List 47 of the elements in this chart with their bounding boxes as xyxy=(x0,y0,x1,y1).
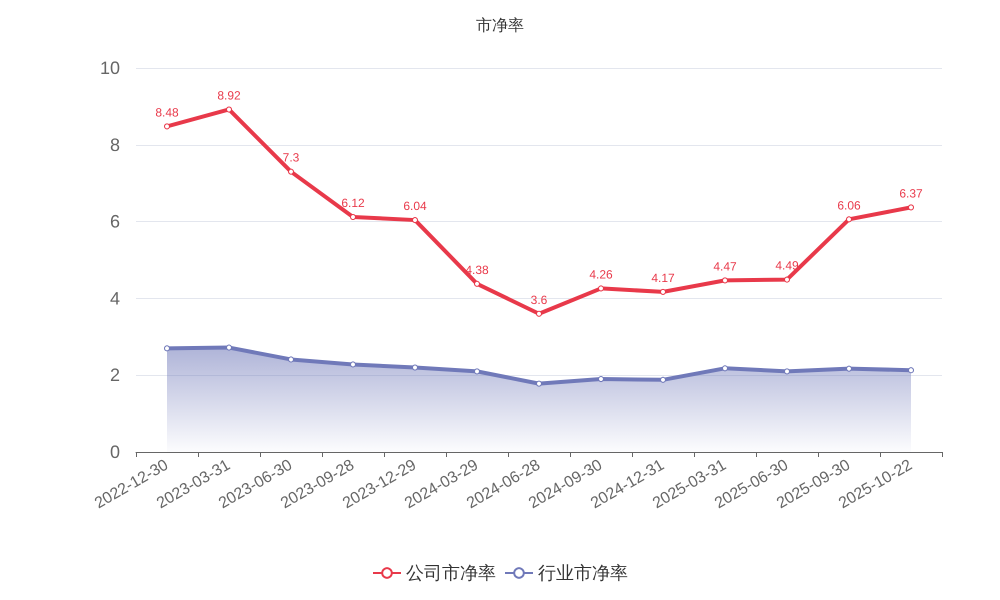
point xyxy=(474,280,480,287)
point xyxy=(846,216,852,222)
point xyxy=(474,368,480,374)
point xyxy=(784,276,790,283)
y-tick-label: 0 xyxy=(110,442,120,462)
point xyxy=(908,204,914,210)
data-label: 8.48 xyxy=(155,105,179,120)
data-label: 4.26 xyxy=(589,267,613,282)
point xyxy=(908,367,914,374)
legend-label: 公司市净率 xyxy=(406,563,496,583)
point xyxy=(350,361,356,368)
point xyxy=(350,214,356,220)
point xyxy=(288,168,294,175)
point xyxy=(722,365,728,372)
data-label: 4.38 xyxy=(465,262,489,277)
point xyxy=(598,376,604,382)
point xyxy=(226,344,232,351)
point xyxy=(660,288,666,295)
point xyxy=(722,277,728,284)
data-label: 3.6 xyxy=(530,292,548,307)
point xyxy=(598,285,604,292)
point xyxy=(164,123,170,130)
point xyxy=(784,368,790,374)
y-tick-label: 6 xyxy=(110,212,120,232)
data-label: 7.3 xyxy=(282,150,300,165)
point xyxy=(226,106,232,112)
y-tick-label: 4 xyxy=(110,288,120,308)
data-label: 4.47 xyxy=(713,259,737,274)
point xyxy=(536,310,542,317)
data-label: 6.37 xyxy=(899,186,923,200)
point xyxy=(412,217,418,224)
point xyxy=(846,366,852,372)
data-label: 4.17 xyxy=(651,270,675,285)
data-label: 6.06 xyxy=(837,198,861,212)
point xyxy=(164,345,170,352)
data-label: 6.12 xyxy=(341,196,365,210)
y-tick-label: 2 xyxy=(110,365,120,386)
y-tick-label: 8 xyxy=(110,134,120,155)
point xyxy=(536,380,542,387)
legend-label: 行业市净率 xyxy=(538,563,628,583)
point xyxy=(288,356,294,362)
y-tick-label: 10 xyxy=(100,58,120,78)
chart-title: 市净率 xyxy=(476,16,524,34)
point xyxy=(412,364,418,371)
data-label: 8.92 xyxy=(217,88,241,102)
data-label: 6.04 xyxy=(403,199,427,214)
point xyxy=(660,376,666,383)
